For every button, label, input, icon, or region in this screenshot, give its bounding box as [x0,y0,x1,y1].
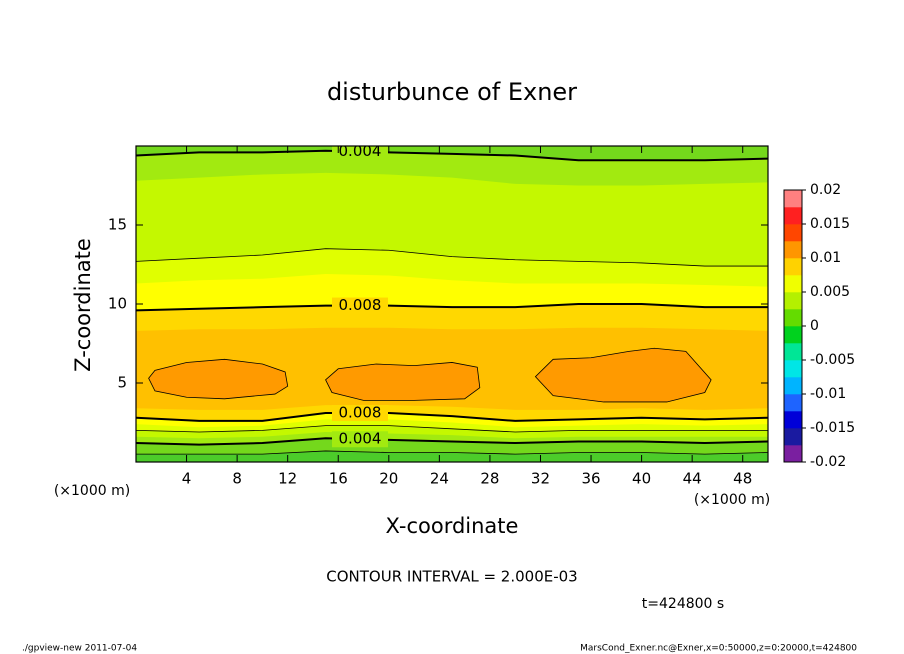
time-label: t=424800 s [642,596,724,612]
colorbar-swatch [784,190,802,208]
contour-label: 0.004 [339,142,382,160]
footer-right: MarsCond_Exner.nc@Exner,x=0:50000,z=0:20… [580,644,857,654]
y-tick-label: 15 [108,216,127,234]
contour-line [136,149,768,162]
contour-label-gap [332,146,388,160]
colorbar-swatch [784,394,802,412]
x-tick-label: 4 [182,470,192,488]
colorbar-tick-label: 0.02 [810,182,841,198]
x-tick-label: 32 [531,470,550,488]
contour-label-gap [332,431,388,448]
colorbar-swatch [784,343,802,361]
x-tick-label: 44 [683,470,702,488]
x-tick-label: 20 [379,470,398,488]
contour-line [136,437,768,446]
contour-cell [148,358,289,400]
colorbar-tick-label: -0.005 [810,352,855,368]
colorbar-tick-label: -0.015 [810,420,855,436]
colorbar-swatch [784,309,802,327]
contour-line [136,450,768,455]
contour-cell [325,362,481,401]
y-axis-label: Z-coordinate [71,238,95,372]
x-tick-label: 40 [632,470,651,488]
contour-cell [534,347,712,403]
contour-field: 0.004 0.004 0.008 0.008 [136,142,768,462]
y-tick-label: 10 [108,295,127,313]
colorbar-swatch [784,326,802,344]
chart-title: disturbunce of Exner [327,78,577,106]
colorbar-swatch [784,224,802,242]
contour-line [136,425,768,433]
footer-left: ./gpview-new 2011-07-04 [22,644,137,654]
colorbar-tick-label: 0 [810,318,819,334]
y-unit: (×1000 m) [54,483,130,499]
contour-label-gap [332,405,388,422]
contour-label: 0.008 [339,404,382,422]
colorbar-tick-label: 0.01 [810,250,841,266]
colorbar-tick-label: 0.005 [810,284,850,300]
contour-line [136,303,768,312]
colorbar-swatch [784,275,802,293]
x-tick-label: 48 [733,470,752,488]
colorbar-swatch [784,258,802,276]
x-tick-label: 16 [329,470,348,488]
colorbar-swatch [784,445,802,463]
contour-label: 0.008 [339,296,382,314]
colorbar-tick-label: 0.015 [810,216,850,232]
colorbar-swatch [784,411,802,429]
contour-label-gap [332,297,388,314]
colorbar-swatch [784,207,802,225]
x-tick-label: 8 [232,470,242,488]
colorbar-swatch [784,292,802,310]
x-tick-label: 28 [480,470,499,488]
x-axis-label: X-coordinate [386,514,519,538]
x-tick-label: 12 [278,470,297,488]
contour-label: 0.004 [339,430,382,448]
x-unit: (×1000 m) [694,492,770,508]
contour-line [136,412,768,422]
x-tick-label: 24 [430,470,449,488]
colorbar-swatch [784,241,802,259]
y-tick-label: 5 [117,374,127,392]
x-tick-label: 36 [581,470,600,488]
contour-line [136,248,768,267]
colorbar-swatch [784,360,802,378]
colorbar-swatch [784,377,802,395]
colorbar-swatch [784,428,802,446]
colorbar-tick-label: -0.02 [810,454,846,470]
colorbar-tick-label: -0.01 [810,386,846,402]
contour-interval: CONTOUR INTERVAL = 2.000E-03 [326,568,577,586]
